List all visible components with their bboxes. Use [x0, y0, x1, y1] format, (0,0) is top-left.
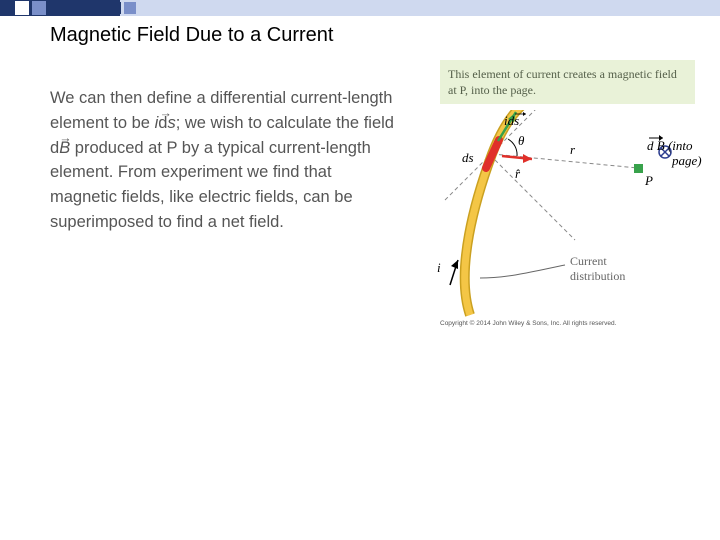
label-p: P [644, 173, 653, 188]
copyright-text: Copyright © 2014 John Wiley & Sons, Inc.… [440, 320, 616, 327]
theta-arc [508, 139, 517, 156]
body-text-part3: produced at P by a typical current-lengt… [50, 139, 371, 231]
slide: Magnetic Field Due to a Current We can t… [0, 0, 720, 540]
topbar-square-2 [32, 1, 46, 15]
ids-label-overarrow-head [523, 112, 526, 116]
biot-savart-figure: ids θ ds r r̂ d B (into page) P i Curren… [420, 110, 710, 330]
point-p-marker [634, 164, 643, 173]
vector-arrow-icon: → [155, 104, 176, 123]
body-paragraph: We can then define a differential curren… [50, 86, 400, 235]
label-i: i [437, 260, 441, 275]
label-ds: ds [462, 150, 474, 165]
slide-title: Magnetic Field Due to a Current [50, 24, 333, 47]
top-decorative-bar [0, 0, 720, 16]
topbar-square-1 [15, 1, 29, 15]
topbar-square-3 [109, 2, 121, 14]
label-ids: ids [504, 113, 519, 128]
current-arrow-head [451, 260, 458, 269]
figure-caption-box: This element of current creates a magnet… [440, 60, 695, 104]
leader-line [480, 265, 565, 278]
topbar-square-4 [124, 2, 136, 14]
label-distribution: distribution [570, 269, 625, 283]
topbar-light-block [120, 0, 720, 16]
db-vector-symbol: →B [59, 136, 70, 161]
figure-svg: ids θ ds r r̂ d B (into page) P i Curren… [420, 110, 710, 330]
dashed-line-lower [490, 155, 575, 240]
label-rhat: r̂ [515, 166, 521, 181]
ids-vector-symbol: →ids [155, 111, 176, 136]
label-db-line1: d B (into [647, 138, 693, 153]
label-db-line2: page) [671, 153, 702, 168]
rhat-vector-arrowhead [523, 154, 532, 163]
label-r: r [570, 142, 576, 157]
vector-arrow-icon: → [59, 129, 70, 148]
label-theta: θ [518, 133, 525, 148]
label-current: Current [570, 254, 607, 268]
